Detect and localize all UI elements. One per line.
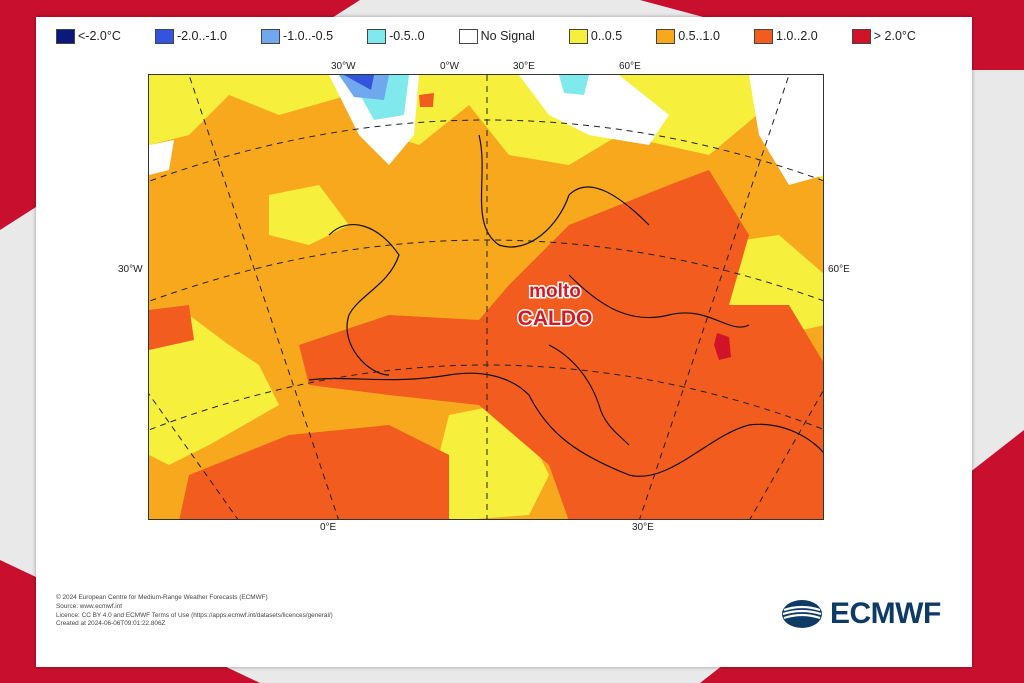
legend-label: 0.5..1.0	[678, 29, 720, 43]
credits: © 2024 European Centre for Medium-Range …	[56, 594, 476, 629]
legend-item: No Signal	[458, 28, 535, 44]
axis-top-label: 0°W	[440, 61, 459, 72]
legend-item: > 2.0°C	[851, 28, 916, 44]
legend-item: -0.5..0	[367, 28, 425, 44]
ecmwf-globe-icon	[782, 600, 822, 628]
axis-top-label: 60°E	[619, 61, 641, 72]
legend-label: <-2.0°C	[78, 29, 121, 43]
coastline	[308, 134, 823, 477]
region-anomaly-neg-2.0-neg-1.0	[344, 75, 374, 90]
axis-left-label: 30°W	[118, 264, 143, 275]
legend-swatch	[367, 28, 387, 44]
annotation-molto: molto	[529, 281, 581, 302]
axis-right-label: 60°E	[828, 264, 850, 275]
region-no-signal	[149, 140, 174, 175]
credit-line: Created at 2024-06-06T09:01:22.806Z	[56, 620, 166, 628]
legend-item: -1.0..-0.5	[261, 28, 334, 44]
annotation-caldo: CALDO	[518, 307, 593, 330]
legend-item: 0.5..1.0	[656, 28, 720, 44]
coastline	[548, 344, 630, 446]
legend-label: -1.0..-0.5	[283, 29, 334, 43]
region-anomaly-0-0.5	[149, 315, 279, 465]
anomaly-map-svg: molto CALDO	[149, 75, 823, 519]
anomaly-map: molto CALDO	[148, 74, 824, 520]
region-anomaly-1.0-2.0	[419, 93, 434, 107]
legend-label: 0..0.5	[590, 29, 623, 43]
legend-item: -2.0..-1.0	[154, 28, 227, 44]
region-anomaly-0-0.5	[269, 185, 349, 245]
credit-line: Source: www.ecmwf.int	[56, 602, 123, 610]
region-no-signal	[519, 75, 669, 145]
legend-swatch	[851, 28, 871, 44]
region-anomaly-neg-1.0-neg-0.5	[339, 75, 389, 100]
region-anomaly-above-2.0	[714, 333, 731, 360]
axis-bottom-label: 30°E	[632, 522, 654, 533]
axis-bottom-label: 0°E	[320, 522, 337, 533]
legend-swatch	[261, 28, 281, 44]
legend-label: -0.5..0	[389, 29, 425, 43]
region-anomaly-neg-0.5-0	[559, 75, 589, 95]
legend-swatch	[154, 28, 174, 44]
region-anomaly-1.0-2.0	[299, 170, 823, 519]
legend-item: 0..0.5	[568, 28, 623, 44]
ecmwf-logo: ECMWF	[780, 597, 941, 631]
credit-line: Licence: CC BY 4.0 and ECMWF Terms of Us…	[56, 611, 333, 619]
axis-top-label: 30°W	[331, 61, 356, 72]
legend-swatch	[754, 28, 773, 44]
credit-line: © 2024 European Centre for Medium-Range …	[56, 594, 268, 601]
legend: <-2.0°C -2.0..-1.0 -1.0..-0.5 -0.5..0 No…	[56, 25, 916, 47]
region-anomaly-0-0.5	[149, 75, 823, 183]
legend-label: > 2.0°C	[873, 29, 916, 43]
axis-top-label: 30°E	[513, 61, 535, 72]
legend-swatch	[568, 28, 588, 44]
legend-label: 1.0..2.0	[776, 29, 818, 43]
ecmwf-logo-text: ECMWF	[830, 597, 941, 630]
graticule	[149, 75, 823, 519]
region-no-signal	[749, 75, 823, 185]
legend-swatch	[458, 28, 478, 44]
region-anomaly-1.0-2.0	[179, 425, 449, 519]
legend-label: No Signal	[480, 29, 535, 43]
region-anomaly-1.0-2.0	[149, 305, 194, 350]
legend-item: 1.0..2.0	[754, 28, 818, 44]
legend-swatch	[656, 28, 676, 44]
legend-swatch	[56, 28, 75, 44]
legend-item: <-2.0°C	[56, 28, 121, 44]
legend-label: -2.0..-1.0	[176, 29, 227, 43]
